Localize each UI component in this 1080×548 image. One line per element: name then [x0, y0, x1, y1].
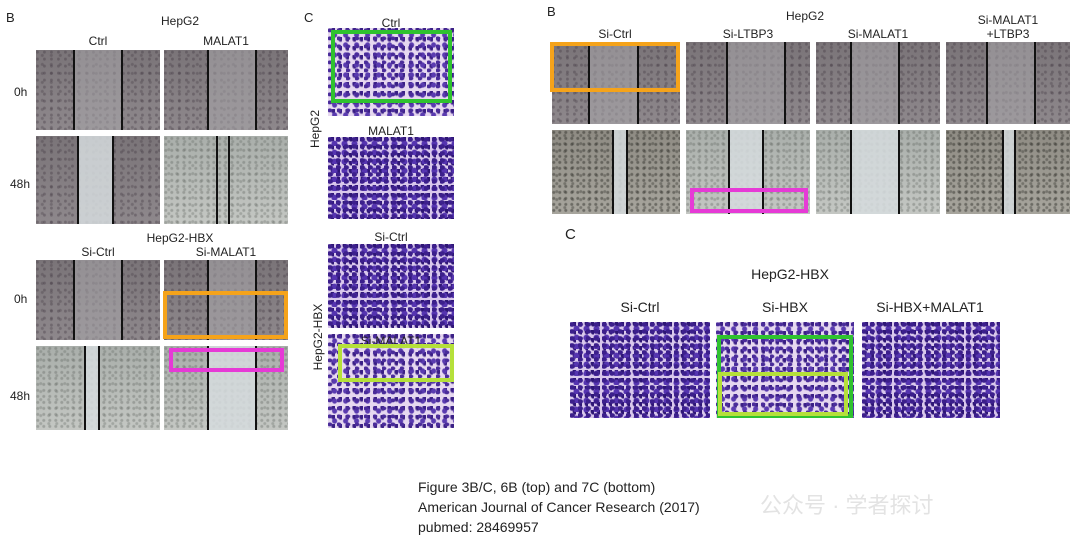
scratch-image-ctrl-48h — [36, 136, 160, 224]
scratch-image-6b-simalat1-48h — [816, 130, 940, 214]
transwell-image-sictrl — [328, 244, 454, 328]
scratch-image-malat1-48h — [164, 136, 288, 224]
panel-3c-title-ctrl: Ctrl — [381, 16, 401, 30]
panel-6b-col-simalat1: Si-MALAT1 — [847, 27, 909, 41]
scratch-image-simalat1-48h — [164, 346, 288, 430]
highlight-box-magenta-6b — [690, 188, 808, 213]
panel-6b-col-sictrl: Si-Ctrl — [598, 27, 632, 41]
panel-3b-col-sictrl: Si-Ctrl — [81, 245, 115, 259]
panel-6b-title: HepG2 — [785, 9, 825, 23]
scratch-image-simalat1-0h — [164, 260, 288, 340]
panel-7c-col-sictrl: Si-Ctrl — [620, 299, 660, 315]
figure-caption-line-1: Figure 3B/C, 6B (top) and 7C (bottom) — [418, 479, 656, 495]
transwell-image-7c-sihbx-malat1 — [862, 322, 1000, 418]
highlight-box-green-3c — [331, 30, 452, 103]
transwell-image-malat1 — [328, 137, 454, 219]
watermark-text: 公众号 · 学者探讨 — [760, 493, 934, 518]
panel-7c-letter: C — [565, 226, 576, 243]
panel-3c-label-hepg2-hbx: HepG2-HBX — [311, 303, 325, 371]
panel-3b-col-malat1: MALAT1 — [203, 34, 249, 48]
panel-6b-col-simalat1-ltbp3: Si-MALAT1 +LTBP3 — [977, 13, 1039, 41]
figure-caption-line-2: American Journal of Cancer Research (201… — [418, 499, 700, 515]
panel-3b-row-0h: 0h — [14, 85, 28, 99]
scratch-image-6b-simalat1-ltbp3-0h — [946, 42, 1070, 124]
panel-3b-group2-title: HepG2-HBX — [146, 231, 214, 245]
scratch-image-sictrl-48h — [36, 346, 160, 430]
panel-3c-title-malat1: MALAT1 — [368, 124, 414, 138]
scratch-image-6b-siltbp3-48h — [686, 130, 810, 214]
highlight-box-orange-3b — [163, 291, 288, 339]
panel-3c-label-hepg2: HepG2 — [308, 109, 322, 149]
scratch-image-sictrl-0h — [36, 260, 160, 340]
panel-3b-col-ctrl: Ctrl — [88, 34, 108, 48]
scratch-image-6b-sictrl-0h — [552, 42, 680, 124]
panel-3c-title-sictrl: Si-Ctrl — [374, 230, 408, 244]
panel-7c-col-sihbx: Si-HBX — [762, 299, 808, 315]
panel-3b-row-0h-hbx: 0h — [14, 292, 28, 306]
scratch-image-malat1-0h — [164, 50, 288, 130]
panel-6b-letter: B — [547, 4, 556, 19]
panel-3b-col-simalat1: Si-MALAT1 — [195, 245, 257, 259]
panel-7c-col-sihbx-malat1: Si-HBX+MALAT1 — [876, 299, 984, 315]
transwell-image-7c-sictrl — [570, 322, 710, 418]
panel-3c-letter: C — [304, 10, 314, 25]
scratch-image-6b-simalat1-ltbp3-48h — [946, 130, 1070, 214]
highlight-box-magenta-3b — [169, 348, 284, 372]
highlight-box-lime-3c — [338, 344, 454, 382]
scratch-image-6b-siltbp3-0h — [686, 42, 810, 124]
highlight-box-orange-6b — [550, 42, 680, 92]
panel-3b-letter: B — [6, 10, 15, 25]
panel-3b-group1-title: HepG2 — [160, 14, 200, 28]
panel-3b-row-48h-hbx: 48h — [10, 389, 31, 403]
figure-caption-line-3: pubmed: 28469957 — [418, 519, 539, 535]
highlight-box-lime-7c — [718, 372, 848, 416]
scratch-image-6b-sictrl-48h — [552, 130, 680, 214]
panel-3b-row-48h: 48h — [10, 177, 31, 191]
panel-7c-title: HepG2-HBX — [751, 266, 829, 282]
scratch-image-6b-simalat1-0h — [816, 42, 940, 124]
panel-6b-col-siltbp3: Si-LTBP3 — [722, 27, 774, 41]
scratch-image-ctrl-0h — [36, 50, 160, 130]
